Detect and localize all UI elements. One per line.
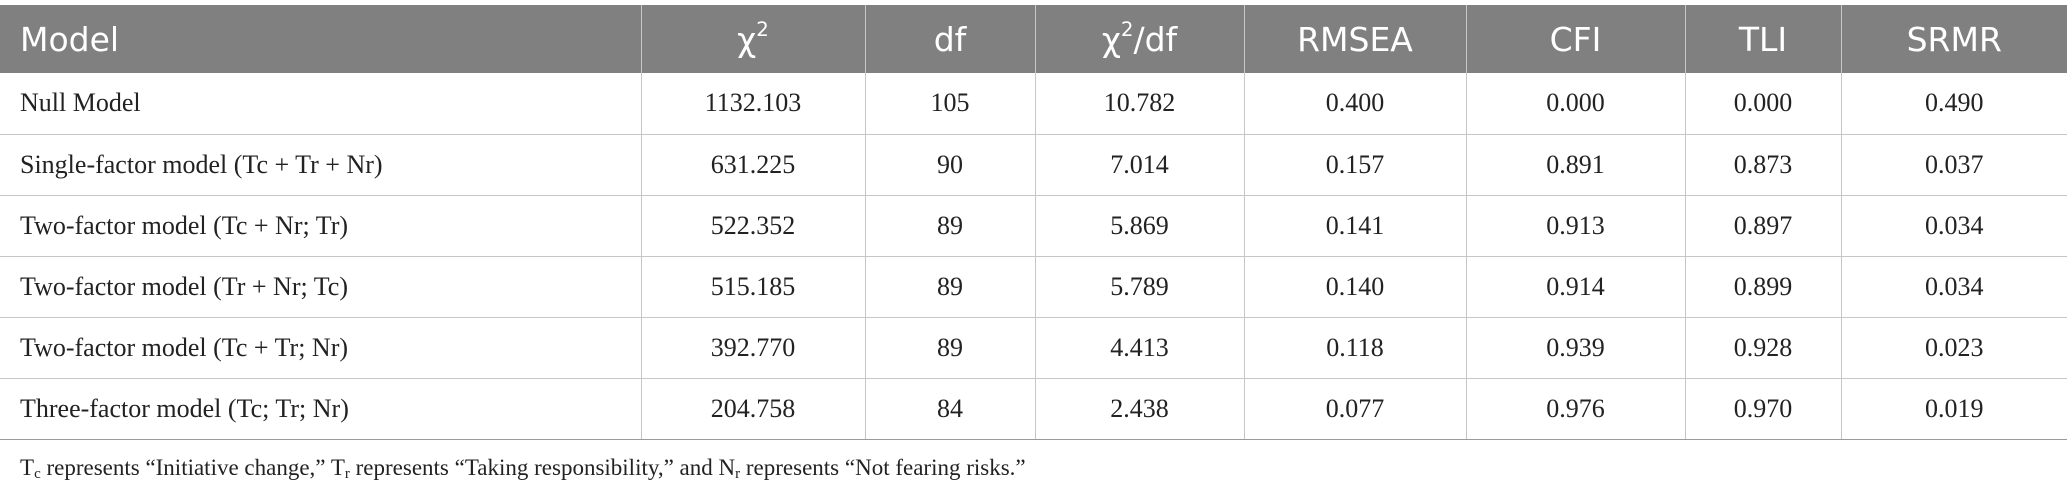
cell-tli: 0.928 <box>1684 317 1841 379</box>
cell-chi-square: 204.758 <box>640 378 865 440</box>
header-row: Model χ2 df χ2/df RMSEA CFI TLI SRMR <box>0 5 2067 73</box>
cell-cfi: 0.939 <box>1465 317 1685 379</box>
cell-rmsea: 0.157 <box>1243 134 1466 196</box>
cell-cfi: 0.914 <box>1465 256 1685 318</box>
cell-srmr: 0.034 <box>1840 256 2067 318</box>
header-rmsea: RMSEA <box>1243 5 1466 73</box>
cell-chi-square-df: 7.014 <box>1034 134 1244 196</box>
table-row: Two-factor model (Tc + Tr; Nr) 392.770 8… <box>0 317 2067 379</box>
cell-srmr: 0.037 <box>1840 134 2067 196</box>
cell-rmsea: 0.077 <box>1243 378 1466 440</box>
cell-chi-square-df: 4.413 <box>1034 317 1244 379</box>
header-df: df <box>864 5 1035 73</box>
cell-model: Single-factor model (Tc + Tr + Nr) <box>0 134 641 196</box>
cell-chi-square-df: 2.438 <box>1034 378 1244 440</box>
cell-tli: 0.899 <box>1684 256 1841 318</box>
table-row: Single-factor model (Tc + Tr + Nr) 631.2… <box>0 134 2067 196</box>
table-row: Three-factor model (Tc; Tr; Nr) 204.758 … <box>0 378 2067 440</box>
cell-df: 89 <box>864 317 1035 379</box>
header-chi-square: χ2 <box>640 5 865 73</box>
header-model: Model <box>20 19 120 59</box>
cell-chi-square: 631.225 <box>640 134 865 196</box>
header-tli: TLI <box>1684 5 1841 73</box>
cell-df: 84 <box>864 378 1035 440</box>
cell-cfi: 0.000 <box>1465 73 1685 135</box>
cell-cfi: 0.976 <box>1465 378 1685 440</box>
cell-rmsea: 0.140 <box>1243 256 1466 318</box>
header-srmr: SRMR <box>1840 5 2067 73</box>
cell-model: Two-factor model (Tc + Tr; Nr) <box>0 317 641 379</box>
table-row: Null Model 1132.103 105 10.782 0.400 0.0… <box>0 73 2067 135</box>
cell-df: 89 <box>864 195 1035 257</box>
header-cfi: CFI <box>1465 5 1685 73</box>
cell-srmr: 0.034 <box>1840 195 2067 257</box>
cell-tli: 0.970 <box>1684 378 1841 440</box>
cell-cfi: 0.891 <box>1465 134 1685 196</box>
table-row: Two-factor model (Tr + Nr; Tc) 515.185 8… <box>0 256 2067 318</box>
model-fit-table: Model χ2 df χ2/df RMSEA CFI TLI SRMR Nul… <box>0 5 2067 440</box>
cell-model: Null Model <box>0 73 641 135</box>
cell-tli: 0.000 <box>1684 73 1841 135</box>
cell-tli: 0.873 <box>1684 134 1841 196</box>
cell-df: 89 <box>864 256 1035 318</box>
cell-tli: 0.897 <box>1684 195 1841 257</box>
cell-model: Two-factor model (Tr + Nr; Tc) <box>0 256 641 318</box>
cell-rmsea: 0.118 <box>1243 317 1466 379</box>
cell-chi-square: 1132.103 <box>640 73 865 135</box>
cell-srmr: 0.019 <box>1840 378 2067 440</box>
cell-cfi: 0.913 <box>1465 195 1685 257</box>
cell-df: 90 <box>864 134 1035 196</box>
cell-chi-square-df: 5.789 <box>1034 256 1244 318</box>
cell-srmr: 0.023 <box>1840 317 2067 379</box>
table-container: Model χ2 df χ2/df RMSEA CFI TLI SRMR Nul… <box>0 5 2067 440</box>
cell-chi-square-df: 5.869 <box>1034 195 1244 257</box>
cell-model: Three-factor model (Tc; Tr; Nr) <box>0 378 641 440</box>
cell-df: 105 <box>864 73 1035 135</box>
cell-rmsea: 0.400 <box>1243 73 1466 135</box>
cell-chi-square-df: 10.782 <box>1034 73 1244 135</box>
cell-chi-square: 515.185 <box>640 256 865 318</box>
table-footnote: Tc represents “Initiative change,” Tr re… <box>20 455 1026 482</box>
cell-chi-square: 522.352 <box>640 195 865 257</box>
header-chi-square-df: χ2/df <box>1034 5 1244 73</box>
table-row: Two-factor model (Tc + Nr; Tr) 522.352 8… <box>0 195 2067 257</box>
cell-srmr: 0.490 <box>1840 73 2067 135</box>
cell-model: Two-factor model (Tc + Nr; Tr) <box>0 195 641 257</box>
cell-chi-square: 392.770 <box>640 317 865 379</box>
cell-rmsea: 0.141 <box>1243 195 1466 257</box>
